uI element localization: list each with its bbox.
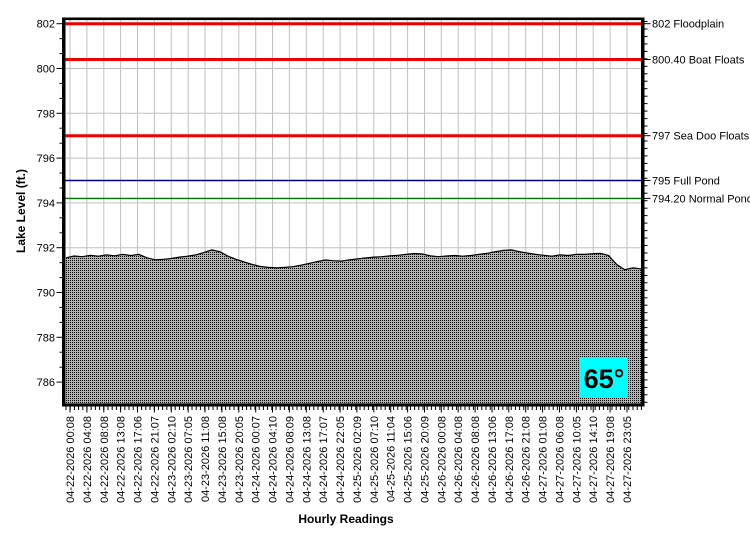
- y-tick-label: 790: [37, 288, 55, 300]
- reference-lines: 802 Floodplain 800.40 Boat Floats 797 Sea …: [62, 19, 750, 205]
- y-tick-label: 798: [37, 108, 55, 120]
- reference-line-label: 797 Sea Doo Floats: [652, 131, 750, 143]
- x-tick-label: 04-25-2026 11:04: [386, 416, 398, 502]
- x-tick-label: 04-25-2026 02:09: [352, 416, 364, 503]
- x-tick-label: 04-26-2026 08:08: [470, 416, 482, 503]
- x-tick-label: 04-23-2026 07:05: [183, 416, 195, 503]
- x-tick-label: 04-24-2026 00:07: [251, 416, 263, 503]
- x-tick-label: 04-26-2026 17:08: [504, 416, 516, 503]
- temperature-badge: 65°: [580, 358, 628, 398]
- x-tick-label: 04-22-2026 17:06: [133, 416, 145, 503]
- reference-line-label: 802 Floodplain: [652, 19, 724, 31]
- area-top-edge: [65, 249, 642, 271]
- x-tick-label: 04-26-2026 04:08: [453, 416, 465, 503]
- x-tick-label: 04-24-2026 08:09: [284, 416, 296, 503]
- axes: [56, 17, 648, 413]
- x-tick-label: 04-22-2026 21:07: [149, 416, 161, 503]
- x-tick-label: 04-27-2026 23:05: [622, 416, 634, 503]
- x-tick-label: 04-23-2026 20:05: [234, 416, 246, 503]
- y-tick-label: 788: [37, 332, 55, 344]
- x-tick-label: 04-27-2026 10:05: [571, 416, 583, 503]
- reference-line-label: 794.20 Normal Pond: [652, 193, 750, 205]
- temperature-badge-bg: [580, 358, 628, 398]
- x-tick-label: 04-24-2026 04:10: [268, 416, 280, 503]
- x-tick-label: 04-26-2026 21:08: [521, 416, 533, 503]
- x-tick-label: 04-24-2026 22:05: [335, 416, 347, 503]
- x-tick-label: 04-22-2026 04:08: [82, 416, 94, 503]
- x-tick-label: 04-23-2026 11:08: [200, 416, 212, 502]
- x-axis-title: Hourly Readings: [298, 512, 394, 526]
- y-tick-label: 796: [37, 153, 55, 165]
- x-tick-label: 04-27-2026 01:08: [538, 416, 550, 503]
- x-tick-label: 04-25-2026 20:09: [420, 416, 432, 503]
- lake-level-series: [65, 249, 642, 405]
- right-axis: [641, 17, 645, 407]
- x-tick-label: 04-27-2026 06:08: [555, 416, 567, 503]
- y-axis-title: Lake Level (ft.): [14, 169, 28, 253]
- y-tick-label: 786: [37, 377, 55, 389]
- y-tick-label: 802: [37, 19, 55, 31]
- y-axis: [62, 17, 66, 407]
- x-tick-label: 04-24-2026 17:07: [318, 416, 330, 503]
- x-tick-label: 04-22-2026 08:08: [99, 416, 111, 503]
- lake-level-area: [66, 249, 641, 405]
- tick-labels: 786 788 790 792 794 796 798 800 802 04-22-2026 00…: [37, 19, 634, 503]
- x-tick-label: 04-27-2026 19:08: [605, 416, 617, 503]
- x-tick-label: 04-22-2026 00:08: [65, 416, 77, 503]
- x-tick-label: 04-23-2026 02:10: [166, 416, 178, 503]
- x-tick-label: 04-25-2026 07:10: [369, 416, 381, 503]
- x-axis: [62, 403, 645, 407]
- y-tick-label: 792: [37, 243, 55, 255]
- y-tick-label: 800: [37, 64, 55, 76]
- x-tick-label: 04-24-2026 13:08: [301, 416, 313, 503]
- y-tick-label: 794: [37, 198, 55, 210]
- reference-line-label: 800.40 Boat Floats: [652, 55, 745, 67]
- x-tick-label: 04-23-2026 15:08: [217, 416, 229, 503]
- reference-line-label: 795 Full Pond: [652, 176, 720, 188]
- x-tick-label: 04-26-2026 13:06: [487, 416, 499, 503]
- x-tick-label: 04-25-2026 15:06: [403, 416, 415, 503]
- x-tick-label: 04-26-2026 00:08: [436, 416, 448, 503]
- temperature-label: 65°: [584, 364, 625, 394]
- plot-top-border: [62, 17, 645, 21]
- x-tick-label: 04-22-2026 13:08: [116, 416, 128, 503]
- x-tick-label: 04-27-2026 14:10: [588, 416, 600, 503]
